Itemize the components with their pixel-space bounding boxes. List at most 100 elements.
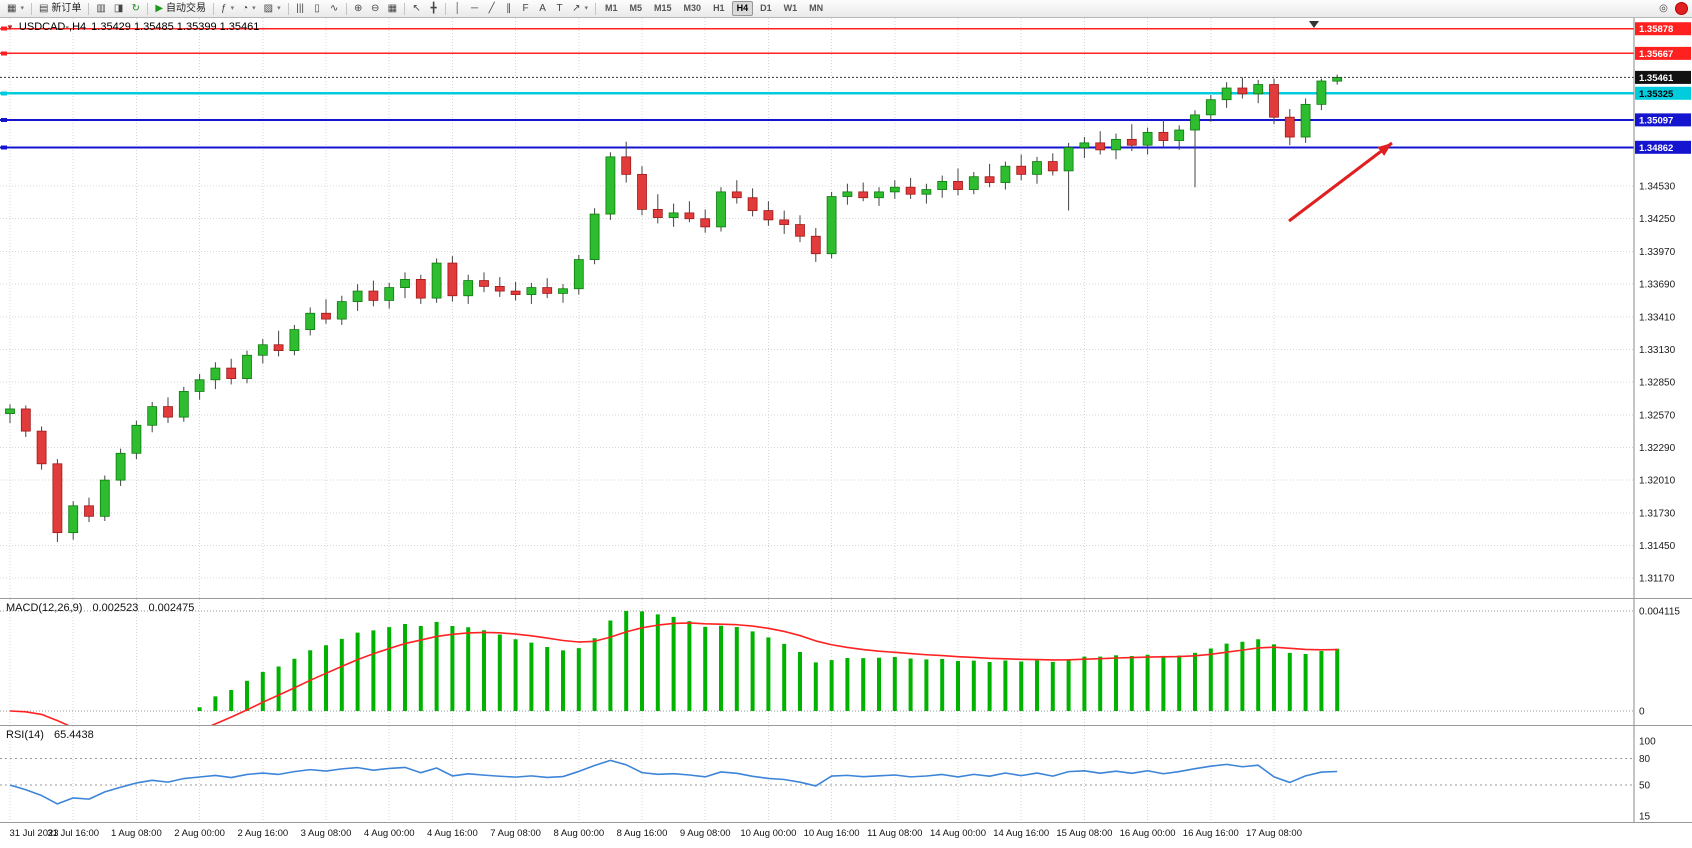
panel-splitter[interactable] — [0, 822, 1692, 823]
svg-text:1.35461: 1.35461 — [1639, 73, 1674, 84]
chevron-down-icon: ▾ — [252, 5, 256, 12]
level-left-marker — [1, 117, 7, 122]
rsi-line — [9, 759, 1338, 805]
new-order-button[interactable]: ▤ 新订单 — [35, 1, 85, 16]
candle — [415, 279, 426, 299]
symbol-title: USDCAD-,H4 — [18, 21, 87, 33]
zoom-in-icon[interactable]: ⊕ — [350, 1, 367, 16]
candle — [558, 288, 568, 294]
macd-svg[interactable]: 0.004115 0 — [0, 599, 1692, 725]
main-chart-panel[interactable]: 1.34530 1.34250 1.33970 1.33690 1.33410 1.331… — [0, 18, 1692, 598]
channel-icon[interactable]: ∥ — [500, 1, 517, 16]
market-watch-icon[interactable]: ▥ — [92, 1, 109, 16]
chevron-down-icon: ▾ — [230, 5, 235, 12]
toolbar-separator — [147, 2, 149, 15]
notification-badge[interactable] — [1675, 2, 1688, 15]
candle — [652, 208, 663, 218]
time-axis-label: 4 Aug 16:00 — [427, 828, 478, 839]
fibonacci-icon[interactable]: F — [517, 1, 534, 16]
svg-text:1.35667: 1.35667 — [1639, 49, 1673, 60]
panel-splitter[interactable] — [0, 725, 1692, 726]
refresh-icon[interactable]: ↻ — [127, 1, 144, 16]
candles-icon[interactable]: ▯ — [309, 1, 326, 16]
macd-label: MACD(12,26,9) 0.002523 0.002475 — [6, 602, 194, 614]
timeframe-h4-button[interactable]: H4 — [731, 1, 754, 16]
timeframe-m15-button[interactable]: M15 — [654, 3, 672, 14]
timeframe-m5-button[interactable]: M5 — [629, 3, 643, 14]
arrows-icon[interactable]: ↗ ▾ — [568, 1, 592, 16]
candle — [1158, 131, 1169, 141]
candle — [700, 218, 711, 228]
toolbar-separator — [445, 2, 447, 15]
candle — [1190, 114, 1200, 131]
trendline-icon: ╱ — [488, 2, 495, 14]
candle — [1205, 99, 1216, 116]
macd-panel[interactable]: 0.004115 0 MACD(12,26,9) 0.002523 0.00247… — [0, 599, 1692, 725]
data-window-icon[interactable]: ◨ — [110, 1, 127, 16]
trendline-icon[interactable]: ╱ — [483, 1, 500, 16]
zoom-out-icon[interactable]: ⊖ — [367, 1, 384, 16]
time-axis-label: 31 Jul 16:00 — [47, 828, 100, 839]
new-chart-icon[interactable]: ▦ ▾ — [3, 1, 28, 16]
level-left-marker — [1, 91, 7, 96]
svg-text:1.32570: 1.32570 — [1639, 410, 1676, 421]
candle — [716, 191, 726, 228]
candle — [1095, 142, 1106, 151]
price-axis[interactable]: 1.34530 1.34250 1.33970 1.33690 1.33410 1.331… — [1633, 18, 1691, 598]
candle — [589, 213, 600, 260]
bars-icon[interactable]: ||| — [292, 1, 309, 16]
candle — [1332, 77, 1343, 82]
vertical-line-icon[interactable]: │ — [449, 1, 466, 16]
trend-arrow-annotation[interactable] — [1288, 141, 1393, 223]
candle — [68, 505, 79, 534]
label-icon[interactable]: T — [551, 1, 568, 16]
candle — [479, 280, 489, 287]
candle — [5, 408, 15, 415]
toolbar-separator — [595, 2, 596, 15]
timeframe-m30-button[interactable]: M30 — [683, 3, 702, 14]
text-icon[interactable]: A — [534, 1, 551, 16]
time-axis[interactable]: 31 Jul 2023 31 Jul 16:00 1 Aug 08:00 2 Aug … — [0, 823, 1692, 848]
horizontal-line-icon[interactable]: ─ — [466, 1, 483, 16]
candle — [937, 180, 948, 190]
line-chart-icon[interactable]: ∿ — [326, 1, 343, 16]
chevron-down-icon: ▾ — [277, 5, 281, 12]
svg-text:1.31170: 1.31170 — [1639, 574, 1675, 585]
horizontal-level-lines[interactable] — [0, 26, 1634, 150]
periods-icon: ◔ — [242, 2, 249, 14]
rsi-axis[interactable]: 100 80 50 15 — [1633, 726, 1656, 822]
timeframe-m1-button[interactable]: M1 — [605, 3, 618, 14]
time-axis-label: 9 Aug 08:00 — [679, 828, 731, 839]
autotrade-button[interactable]: ▶ 自动交易 — [151, 1, 210, 16]
candle — [1174, 129, 1185, 141]
candle — [637, 173, 647, 210]
indicators-icon[interactable]: ƒ ▾ — [217, 1, 238, 16]
rsi-panel[interactable]: 100 80 50 15 RSI(14) 65.4438 — [0, 726, 1692, 822]
timeframe-w1-button[interactable]: W1 — [783, 3, 798, 14]
cursor-icon[interactable]: ↖ — [408, 1, 425, 16]
scroll-position-marker[interactable] — [1309, 21, 1319, 28]
panel-splitter[interactable] — [0, 598, 1692, 599]
svg-text:50: 50 — [1639, 781, 1651, 792]
zoom-out-icon: ⊖ — [370, 2, 380, 14]
candle — [668, 212, 679, 218]
periods-icon[interactable]: ◔ ▾ — [238, 1, 260, 16]
crosshair-icon[interactable]: ╋ — [425, 1, 442, 16]
candle — [858, 191, 869, 199]
crosshair-icon: ╋ — [430, 2, 437, 14]
candle — [810, 235, 821, 255]
tile-windows-icon[interactable]: ▦ — [384, 1, 401, 16]
template-icon[interactable]: ▨ ▾ — [260, 1, 285, 16]
main-chart-svg[interactable]: 1.34530 1.34250 1.33970 1.33690 1.33410 1.331… — [0, 18, 1692, 598]
timeframe-mn-button[interactable]: MN — [809, 3, 824, 14]
timeframe-d1-button[interactable]: D1 — [760, 3, 772, 14]
price-badge — [1635, 140, 1691, 154]
rsi-svg[interactable]: 100 80 50 15 — [0, 726, 1692, 822]
time-axis-label: 11 Aug 08:00 — [867, 828, 923, 839]
svg-text:1.34862: 1.34862 — [1639, 143, 1673, 154]
candle — [747, 197, 758, 211]
timeframe-h1-button[interactable]: H1 — [713, 3, 725, 14]
search-icon[interactable]: ◎ — [1659, 2, 1668, 14]
time-axis-label: 3 Aug 08:00 — [300, 828, 352, 839]
macd-axis[interactable]: 0.004115 0 — [1633, 599, 1680, 725]
